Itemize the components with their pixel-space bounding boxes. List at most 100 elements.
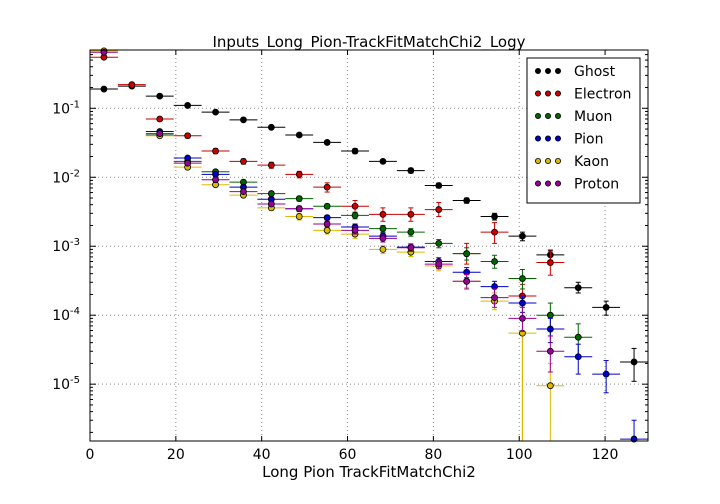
legend-label: Muon — [574, 109, 612, 125]
data-point — [295, 195, 303, 203]
y-tick-label: 10-1 — [52, 99, 80, 117]
legend-marker — [535, 90, 542, 97]
legend-marker — [535, 135, 542, 142]
data-point — [602, 303, 610, 311]
legend-label: Pion — [574, 132, 603, 148]
legend-item-proton: Proton — [535, 177, 619, 193]
data-point — [463, 197, 471, 204]
legend-marker — [545, 113, 552, 120]
data-point — [267, 123, 275, 131]
legend-marker — [555, 180, 562, 187]
data-point — [351, 226, 359, 234]
data-point — [351, 147, 359, 155]
data-point — [407, 244, 415, 252]
data-point — [463, 250, 471, 258]
data-point — [267, 200, 275, 208]
data-point — [379, 234, 387, 242]
data-point — [435, 206, 443, 213]
legend-marker — [535, 68, 542, 75]
x-tick-label: 40 — [253, 447, 271, 463]
data-point — [546, 311, 554, 319]
data-point — [323, 226, 331, 234]
ticks: 0 20 40 60 80 100 120 10-5 10-4 10-3 10-2 10-1 — [52, 50, 648, 463]
data-point — [519, 275, 526, 282]
data-point — [351, 202, 359, 210]
x-axis-label: Long Pion TrackFitMatchChi2 — [262, 463, 476, 481]
legend-marker — [555, 90, 562, 97]
legend-label: Kaon — [574, 154, 609, 170]
data-point — [323, 214, 331, 222]
data-point — [546, 259, 554, 266]
data-point — [323, 202, 331, 210]
data-point — [574, 353, 582, 361]
data-point — [519, 232, 526, 240]
data-point — [379, 210, 387, 218]
data-point — [379, 225, 387, 233]
x-tick-label: 100 — [506, 447, 533, 463]
data-point — [295, 205, 303, 213]
data-point — [100, 48, 108, 56]
data-point — [240, 188, 247, 195]
data-point — [323, 220, 331, 228]
data-point — [630, 358, 638, 366]
legend-item-kaon: Kaon — [535, 154, 609, 170]
legend-marker — [555, 135, 562, 142]
legend-label: Proton — [574, 177, 619, 193]
y-tick-label: 10-4 — [52, 306, 80, 324]
data-point — [379, 245, 387, 253]
x-tick-label: 20 — [167, 447, 185, 463]
x-tick-label: 120 — [592, 447, 619, 463]
series-layer — [90, 47, 648, 443]
data-point — [519, 299, 526, 307]
data-point — [295, 171, 303, 178]
data-point — [407, 210, 415, 218]
legend-marker — [545, 180, 552, 187]
data-point — [212, 176, 219, 184]
data-point — [491, 258, 498, 265]
data-point — [491, 213, 498, 220]
data-point — [184, 132, 192, 140]
data-point — [435, 182, 443, 189]
legend-item-electron: Electron — [535, 87, 631, 103]
data-point — [267, 161, 275, 169]
data-point — [574, 333, 582, 341]
legend-marker — [545, 90, 552, 97]
legend-marker — [545, 157, 552, 164]
data-point — [323, 139, 331, 146]
data-point — [156, 115, 164, 123]
data-point — [156, 92, 164, 100]
legend-marker — [535, 157, 542, 164]
y-tick-label: 10-5 — [52, 375, 80, 393]
series-proton — [90, 48, 565, 373]
x-tick-label: 60 — [339, 447, 357, 463]
data-point — [435, 239, 443, 247]
legend-marker — [555, 157, 562, 164]
legend-marker — [545, 68, 552, 75]
legend-marker — [555, 113, 562, 120]
data-point — [491, 294, 498, 301]
data-point — [491, 228, 498, 236]
data-point — [295, 131, 303, 139]
legend-marker — [545, 135, 552, 142]
legend-item-muon: Muon — [535, 109, 612, 125]
data-point — [407, 228, 415, 236]
data-point — [212, 147, 219, 155]
y-tick-label: 10-2 — [52, 168, 80, 186]
data-point — [546, 382, 554, 390]
data-point — [100, 85, 108, 93]
legend-marker — [535, 180, 542, 187]
plot-frame — [89, 49, 649, 442]
legend-marker — [555, 68, 562, 75]
legend-item-ghost: Ghost — [535, 64, 616, 80]
legend-label: Electron — [574, 87, 631, 103]
data-point — [295, 213, 303, 220]
x-tick-label: 0 — [86, 447, 95, 463]
legend-item-pion: Pion — [535, 132, 603, 148]
data-point — [240, 157, 247, 165]
data-point — [435, 260, 443, 268]
data-point — [546, 325, 554, 333]
data-point — [323, 183, 331, 191]
data-point — [128, 81, 136, 89]
data-point — [546, 347, 554, 355]
data-point — [156, 130, 164, 137]
